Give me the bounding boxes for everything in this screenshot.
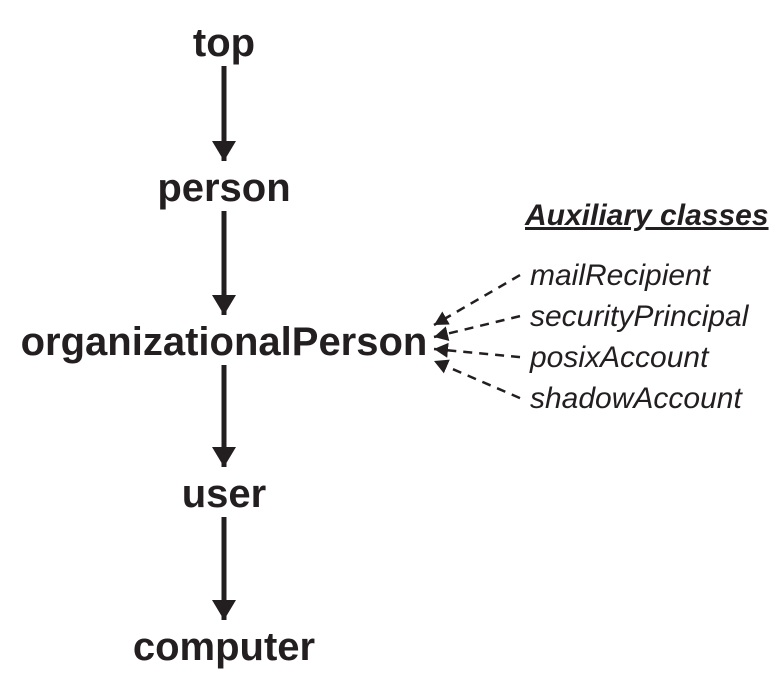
aux-edge-0 [434, 275, 520, 325]
aux-item-0: mailRecipient [530, 259, 712, 292]
node-top: top [193, 21, 255, 65]
node-person: person [157, 166, 290, 210]
auxiliary-classes-title: Auxiliary classes [524, 199, 769, 232]
aux-edge-3 [434, 361, 520, 398]
aux-edge-2 [434, 349, 520, 357]
aux-edge-1 [434, 316, 520, 337]
aux-item-1: securityPrincipal [530, 300, 750, 333]
node-comp: computer [133, 625, 315, 669]
node-org: organizationalPerson [21, 320, 428, 364]
node-user: user [182, 472, 267, 516]
aux-item-3: shadowAccount [530, 382, 743, 415]
aux-item-2: posixAccount [529, 341, 710, 374]
